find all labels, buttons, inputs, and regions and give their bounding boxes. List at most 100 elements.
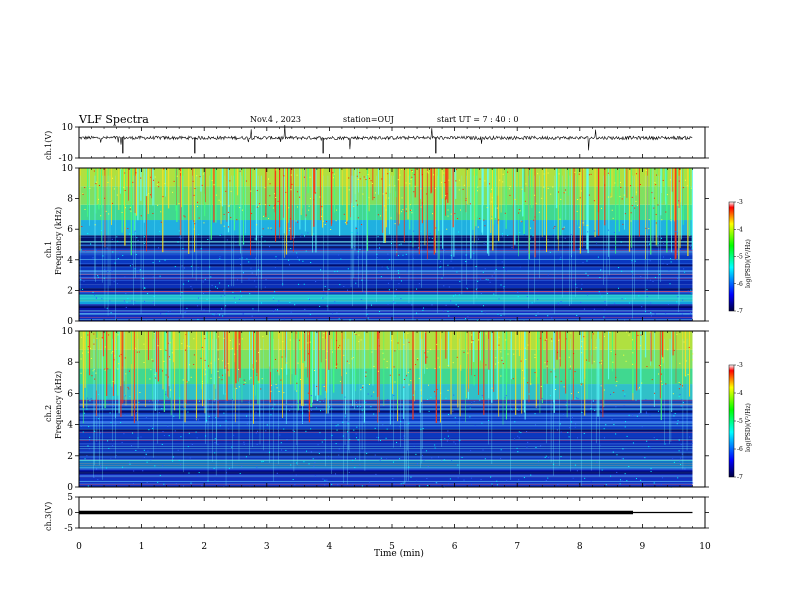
ch1-spectrogram-speckle [274,291,276,293]
ch1-spectrogram-speckle [411,169,413,171]
ch1-spectrogram-speckle [521,188,523,190]
ch2-spectrogram-speckle [660,380,662,382]
ch2-spectrogram-speckle [217,370,219,372]
ch1-spectrogram-speckle [255,257,257,259]
ch2-spectrogram-speckle [615,433,617,435]
ch1-spectrogram-speckle [256,189,258,191]
ch1-spectrogram-speckle [398,283,400,285]
ch2-spectrogram-speckle [169,359,171,361]
ch1-spectrogram-speckle [411,304,413,306]
ch2-spectrogram-speckle [577,398,579,400]
ch1-spectrogram-speckle [543,186,545,188]
ch2-spectrogram-speckle [225,420,227,422]
ch2-spectrogram-speckle [447,389,449,391]
ch1-spectrogram-speckle [275,256,277,258]
ch1-spectrogram-speckle [267,227,269,229]
ch1-spectrogram-speckle [621,298,623,300]
ch2-spectrogram-speckle [213,467,215,469]
ch1-spectrogram-speckle [332,172,334,174]
ch1-spectrogram-speckle [628,302,630,304]
ch2-spectrogram-speckle [624,393,626,395]
ch1-spectrogram-speckle [445,304,447,306]
ch2-spectrogram-speckle [520,360,522,362]
ch2-spectrogram-speckle [308,410,310,412]
ch1-spectrogram-speckle [631,196,633,198]
ch2-spectrogram-speckle [87,485,89,487]
ch1-spectrogram-speckle [100,168,102,170]
ch2-spectrogram-speckle [436,482,438,484]
ch2-spectrogram-speckle [225,365,227,367]
ch1-waveform-ytick-label: 10 [62,123,74,133]
ch1-spectrogram-speckle [226,239,228,241]
ch2-spectrogram-speckle [180,464,182,466]
ch2-spectrogram-speckle [399,458,401,460]
ch1-spectrogram-speckle [560,198,562,200]
ch2-spectrogram-speckle [214,452,216,454]
ch1-spectrogram-speckle [210,276,212,278]
ch1-spectrogram-speckle [684,179,686,181]
ch2-spectrogram-speckle [662,477,664,479]
ch2-spectrogram-speckle [365,375,367,377]
ch1-spectrogram-speckle [455,304,457,306]
ch2-spectrogram-speckle [89,436,91,438]
ch1-spectrogram-speckle [367,317,369,319]
ch1-spectrogram-speckle [405,208,407,210]
x-tick-label: 10 [699,542,711,552]
ch1-spectrogram-speckle [543,173,545,175]
ch2-spectrogram-speckle [285,449,287,451]
ch2-spectrogram-speckle [296,462,298,464]
ch1-spectrogram-speckle [173,180,175,182]
ch2-spectrogram-speckle [162,465,164,467]
ch2-spectrogram-speckle [456,422,458,424]
ch2-spectrogram-speckle [302,412,304,414]
ch1-spectrogram-speckle [440,266,442,268]
ch1-spectrogram-speckle [241,257,243,259]
ch1-spectrogram-speckle [252,308,254,310]
ch1-spectrogram-speckle [554,225,556,227]
ch2-spectrogram-speckle [243,441,245,443]
ch1-spectrogram-speckle [454,248,456,250]
ch2-spectrogram-speckle [90,398,92,400]
ch1-spectrogram-speckle [143,242,145,244]
ch1-spectrogram-speckle [601,296,603,298]
ch2-spectrogram-speckle [256,374,258,376]
ch1-spectrogram-speckle [288,259,290,261]
ch2-spectrogram-speckle [177,449,179,451]
ch1-spectrogram-speckle [176,175,178,177]
ch2-spectrogram-speckle [530,383,532,385]
ch1-spectrogram-speckle [223,225,225,227]
ch1-spectrogram-speckle [380,276,382,278]
ch1-spectrogram-speckle [89,187,91,189]
ch2-spectrogram-speckle [239,473,241,475]
ch2-spectrogram-speckle [449,438,451,440]
ch2-spectrogram-speckle [94,430,96,432]
ch2-spectrogram-speckle [526,431,528,433]
ch1-spectrogram-speckle [518,209,520,211]
ch1-spectrogram-emission-band [79,294,693,302]
ch1-spectrogram-speckle [113,281,115,283]
ch2-spectrogram-speckle [206,420,208,422]
ch1-spectrogram-speckle [484,244,486,246]
ch2-spectrogram-speckle [80,358,82,360]
ch1-spectrogram-speckle [152,276,154,278]
ch1-spectrogram-speckle [676,232,678,234]
ch2-spectrogram-speckle [560,456,562,458]
ch2-spectrogram-speckle [513,353,515,355]
ch2-spectrogram-speckle [97,479,99,481]
ch2-spectrogram-speckle [385,437,387,439]
ch1-spectrogram-speckle [585,272,587,274]
ch2-spectrogram-speckle [167,376,169,378]
ch2-spectrogram-speckle [260,348,262,350]
ch2-spectrogram-speckle [609,393,611,395]
ch1-spectrogram-speckle [578,248,580,250]
ch1-spectrogram-speckle [433,174,435,176]
ch1-spectrogram-speckle [455,169,457,171]
x-tick-label: 4 [327,542,333,552]
ch2-spectrogram-speckle [570,421,572,423]
ch1-spectrogram-speckle [518,212,520,214]
ch1-spectrogram-speckle [323,290,325,292]
ch1-spectrogram-speckle [305,214,307,216]
ch1-spectrogram-speckle [338,318,340,320]
ch1-spectrogram-speckle [333,177,335,179]
ch2-spectrogram-speckle [152,427,154,429]
